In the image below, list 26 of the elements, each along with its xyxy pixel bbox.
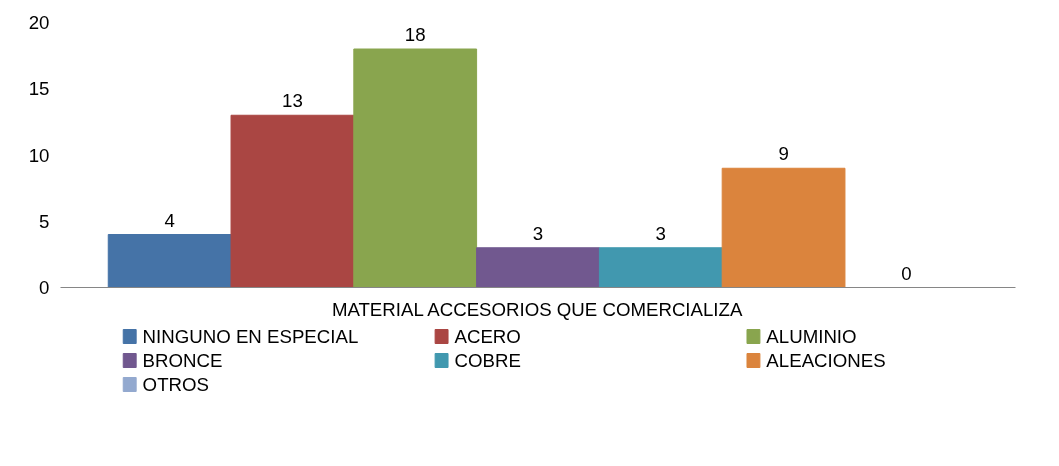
y-tick-label: 10 — [28, 144, 50, 166]
legend-label: ACERO — [454, 326, 521, 347]
bar — [353, 48, 478, 288]
legend-label: COBRE — [454, 350, 521, 371]
x-tick-label: MATERIAL ACCESORIOS QUE COMERCIALIZA — [331, 298, 743, 320]
data-label: 4 — [164, 209, 175, 231]
y-tick-label: 0 — [39, 277, 50, 298]
data-label: 18 — [404, 24, 426, 45]
data-label: 3 — [532, 222, 544, 244]
data-label: 13 — [282, 90, 303, 112]
bar — [598, 247, 723, 288]
data-label: 3 — [655, 222, 666, 244]
legend-label: ALUMINIO — [766, 326, 857, 347]
y-tick-label: 20 — [28, 12, 50, 33]
data-label: 9 — [778, 143, 789, 165]
legend-label: NINGUNO EN ESPECIAL — [142, 326, 359, 347]
y-tick-label: 5 — [39, 210, 50, 232]
data-label: 0 — [901, 262, 912, 284]
bar — [476, 247, 600, 288]
legend-label: BRONCE — [142, 350, 223, 371]
bar — [230, 114, 355, 288]
legend-label: OTROS — [142, 374, 209, 395]
y-tick-label: 15 — [28, 78, 50, 100]
bar — [107, 234, 232, 288]
legend-label: ALEACIONES — [766, 350, 886, 371]
bar — [721, 167, 846, 288]
